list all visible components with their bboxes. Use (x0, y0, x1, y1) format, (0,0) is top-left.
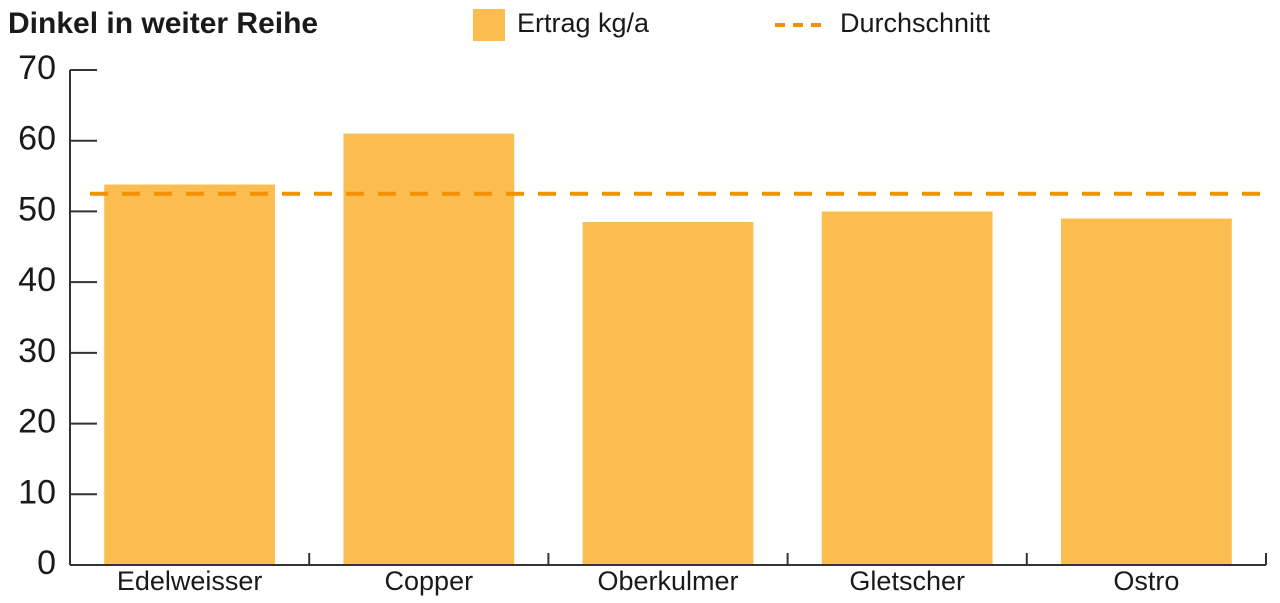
bar (1061, 218, 1232, 565)
x-tick-label: Gletscher (849, 566, 965, 596)
x-tick-label: Oberkulmer (597, 566, 738, 596)
chart-title: Dinkel in weiter Reihe (8, 7, 318, 40)
y-tick-label: 70 (18, 49, 56, 87)
bar (821, 211, 993, 565)
legend-swatch (473, 9, 505, 41)
bar (343, 133, 515, 565)
legend-label: Ertrag kg/a (517, 8, 650, 38)
x-tick-label: Copper (385, 566, 474, 596)
x-tick-label: Ostro (1113, 566, 1179, 596)
x-tick-label: Edelweisser (117, 566, 263, 596)
y-tick-label: 10 (18, 473, 56, 511)
bar (582, 222, 754, 566)
y-tick-label: 60 (18, 120, 56, 158)
legend-label: Durchschnitt (840, 8, 991, 38)
y-tick-label: 30 (18, 332, 56, 370)
y-tick-label: 50 (18, 190, 56, 228)
y-tick-label: 40 (18, 261, 56, 299)
bar (104, 184, 275, 566)
y-tick-label: 0 (37, 544, 56, 582)
y-tick-label: 20 (18, 403, 56, 441)
